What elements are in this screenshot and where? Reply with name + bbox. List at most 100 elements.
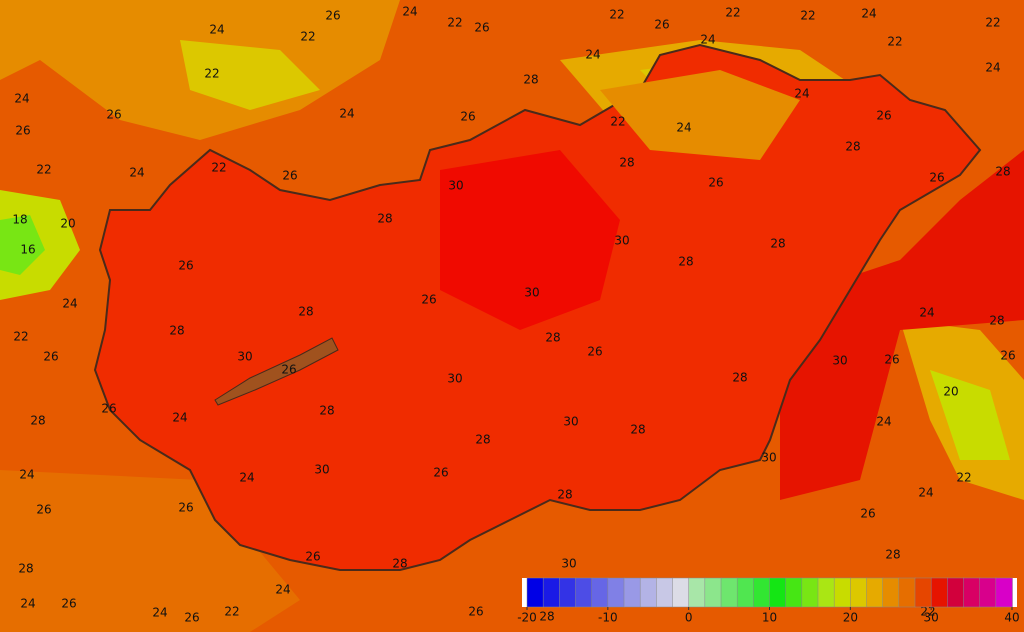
colorbar-bin (526, 577, 544, 608)
contour-label: 24 (62, 297, 77, 311)
contour-label: 28 (539, 610, 554, 624)
contour-label: 26 (184, 611, 199, 625)
colorbar-bin (720, 577, 738, 608)
colorbar-tick-label: -20 (517, 611, 537, 625)
contour-label: 28 (169, 324, 184, 338)
colorbar-bin (623, 577, 641, 608)
contour-label: 26 (876, 109, 891, 123)
area-20 (930, 370, 1010, 460)
contour-label: 30 (237, 350, 252, 364)
colorbar-bin (898, 577, 916, 608)
contour-label: 24 (20, 597, 35, 611)
contour-label: 30 (832, 354, 847, 368)
contour-label: 24 (275, 583, 290, 597)
contour-label: 22 (13, 330, 28, 344)
contour-label: 28 (678, 255, 693, 269)
contour-label: 26 (654, 18, 669, 32)
contour-label: 28 (30, 414, 45, 428)
contour-label: 28 (18, 562, 33, 576)
contour-label: 28 (989, 314, 1004, 328)
contour-label: 24 (919, 306, 934, 320)
contour-label: 22 (725, 6, 740, 20)
contour-label: 26 (178, 259, 193, 273)
contour-label: 24 (794, 87, 809, 101)
contour-label: 22 (224, 605, 239, 619)
colorbar-bin (914, 577, 932, 608)
colorbar-bin (963, 577, 981, 608)
colorbar-bin (817, 577, 835, 608)
contour-label: 24 (209, 23, 224, 37)
colorbar-bin (704, 577, 722, 608)
contour-label: 26 (460, 110, 475, 124)
colorbar-bin (801, 577, 819, 608)
contour-label: 24 (402, 5, 417, 19)
colorbar-bin (639, 577, 658, 608)
contour-label: 26 (61, 597, 76, 611)
contour-label: 22 (956, 471, 971, 485)
contour-label: 24 (918, 486, 933, 500)
area-30 (780, 150, 1024, 500)
contour-label: 30 (761, 451, 776, 465)
contour-label: 26 (43, 350, 58, 364)
contour-label: 28 (475, 433, 490, 447)
contour-label: 26 (587, 345, 602, 359)
contour-label: 30 (314, 463, 329, 477)
colorbar-bin (850, 577, 868, 608)
contour-label: 26 (929, 171, 944, 185)
contour-label: 26 (884, 353, 899, 367)
contour-label: 22 (887, 35, 902, 49)
contour-label: 30 (447, 372, 462, 386)
colorbar-bin (753, 577, 771, 608)
colorbar-bin (785, 577, 803, 608)
colorbar-bin (688, 577, 706, 608)
contour-label: 28 (770, 237, 785, 251)
contour-label: 26 (106, 108, 121, 122)
contour-label: 22 (300, 30, 315, 44)
contour-label: 26 (474, 21, 489, 35)
contour-label: 22 (610, 115, 625, 129)
colorbar-tick-label: 20 (843, 611, 858, 625)
contour-label: 28 (885, 548, 900, 562)
contour-label: 24 (14, 92, 29, 106)
contour-label: 30 (448, 179, 463, 193)
area-30 (440, 150, 620, 330)
contour-label: 28 (377, 212, 392, 226)
contour-label: 28 (557, 488, 572, 502)
contour-label: 20 (943, 385, 958, 399)
contour-label: 28 (392, 557, 407, 571)
contour-label: 26 (178, 501, 193, 515)
colorbar-bin (542, 577, 561, 608)
colorbar-tick-label: 30 (924, 611, 939, 625)
contour-label: 28 (523, 73, 538, 87)
colorbar-tick-label: 0 (685, 611, 693, 625)
contour-label: 22 (36, 163, 51, 177)
contour-label: 24 (676, 121, 691, 135)
contour-label: 26 (468, 605, 483, 619)
contour-label: 24 (172, 411, 187, 425)
contour-label: 26 (708, 176, 723, 190)
contour-label: 24 (861, 7, 876, 21)
colorbar-bin (979, 577, 997, 608)
colorbar-bin (866, 577, 884, 608)
contour-label: 24 (129, 166, 144, 180)
contour-label: 28 (630, 423, 645, 437)
contour-label: 26 (860, 507, 875, 521)
lake-balaton (214, 337, 339, 406)
colorbar: -20 -10 0 10 20 30 40 (517, 577, 1020, 625)
contour-label: 16 (20, 243, 35, 257)
contour-label: 20 (60, 217, 75, 231)
contour-label: 28 (732, 371, 747, 385)
colorbar-tick-label: 40 (1004, 611, 1019, 625)
contour-label: 28 (995, 165, 1010, 179)
contour-label: 30 (524, 286, 539, 300)
contour-label: 30 (614, 234, 629, 248)
colorbar-bin (930, 577, 949, 608)
contour-label: 22 (211, 161, 226, 175)
colorbar-bin (947, 577, 965, 608)
area-16 (0, 215, 45, 275)
contour-label: 24 (700, 33, 715, 47)
contour-label: 28 (319, 404, 334, 418)
contour-label: 26 (305, 550, 320, 564)
contour-label: 22 (447, 16, 462, 30)
